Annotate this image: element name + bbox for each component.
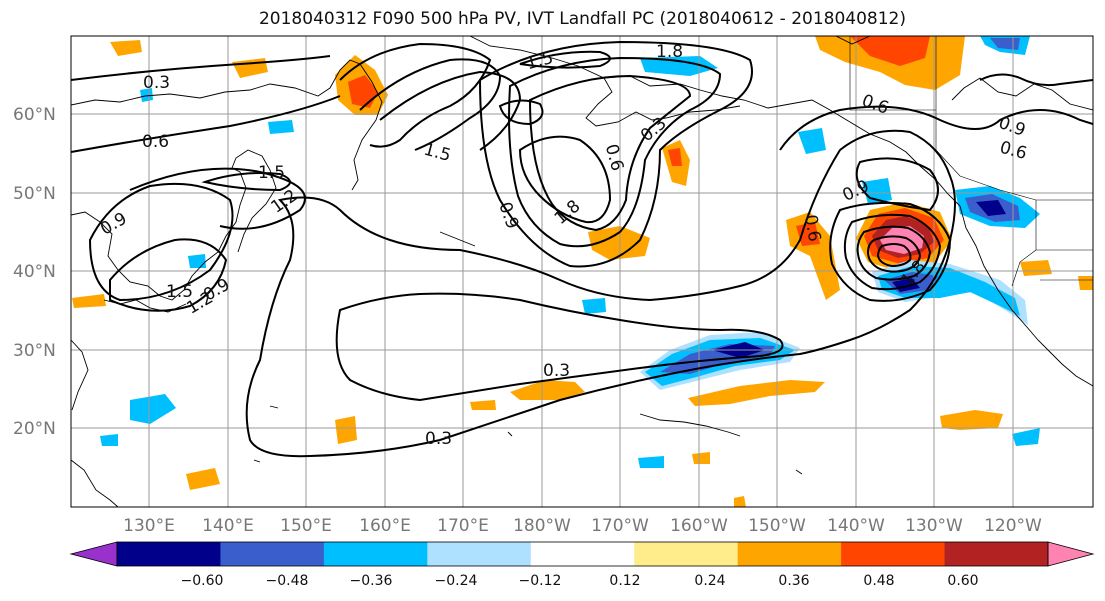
lon-label: 150°E xyxy=(280,516,332,536)
anomaly-positive xyxy=(880,226,924,254)
contour-label: 0.3 xyxy=(143,73,170,93)
colorbar-cell xyxy=(737,542,842,566)
anomaly-positive xyxy=(510,380,585,400)
anomaly-negative xyxy=(638,456,664,468)
colorbar-ticks: −0.60 −0.48 −0.36 −0.24 −0.12 0.12 0.24 … xyxy=(181,573,979,589)
anomaly-positive xyxy=(668,148,682,166)
colorbar-cells xyxy=(117,542,1049,566)
latitude-labels: 60°N 50°N 40°N 30°N 20°N xyxy=(13,105,56,439)
anomaly-negative xyxy=(798,128,826,154)
longitude-labels: 130°E 140°E 150°E 160°E 170°E 180°W 170°… xyxy=(123,516,1042,536)
lon-label: 130°W xyxy=(905,516,963,536)
lon-label: 180°W xyxy=(513,516,571,536)
anomaly-positive xyxy=(588,226,650,260)
anomaly-negative xyxy=(130,394,176,424)
contour-label: 0.3 xyxy=(543,361,570,381)
colorbar-tick: −0.36 xyxy=(350,573,393,589)
anomaly-positive xyxy=(796,222,820,246)
colorbar-cell xyxy=(634,542,739,566)
lat-label: 40°N xyxy=(13,262,56,282)
anomaly-positive xyxy=(186,468,220,490)
anomaly-positive xyxy=(1020,260,1052,276)
lon-label: 160°E xyxy=(359,516,411,536)
anomaly-positive xyxy=(940,410,1003,430)
colorbar: −0.60 −0.48 −0.36 −0.24 −0.12 0.12 0.24 … xyxy=(69,541,1095,589)
anomaly-positive xyxy=(470,400,496,410)
colorbar-frame xyxy=(116,541,1049,567)
lat-label: 60°N xyxy=(13,105,56,125)
anomaly-positive xyxy=(734,496,746,507)
lon-label: 150°W xyxy=(748,516,806,536)
lon-label: 140°W xyxy=(827,516,885,536)
contour-label: 1.8 xyxy=(656,42,683,62)
pv-contours xyxy=(71,40,1093,458)
colorbar-cell xyxy=(323,542,428,566)
graticule xyxy=(71,36,1093,507)
colorbar-cell xyxy=(841,542,946,566)
lon-label: 120°W xyxy=(984,516,1042,536)
shaded-anomalies xyxy=(72,36,1093,507)
contour-label: 1.5 xyxy=(258,163,285,183)
colorbar-tick: 0.60 xyxy=(947,573,978,589)
anomaly-positive xyxy=(110,40,142,56)
colorbar-tick: 0.36 xyxy=(778,573,809,589)
figure-title: 2018040312 F090 500 hPa PV, IVT Landfall… xyxy=(258,9,906,29)
lat-label: 50°N xyxy=(13,184,56,204)
lon-label: 140°E xyxy=(202,516,254,536)
lon-label: 160°W xyxy=(670,516,728,536)
map-panel: 0.3 0.6 0.9 1.2 1.5 1.8 0.3 0.3 1.5 1.8 … xyxy=(71,36,1093,507)
anomaly-negative xyxy=(100,434,118,446)
coastlines xyxy=(71,36,1093,507)
colorbar-cell xyxy=(220,542,325,566)
anomaly-positive xyxy=(72,294,106,308)
anomaly-negative xyxy=(268,120,294,134)
lon-label: 130°E xyxy=(123,516,175,536)
colorbar-tick: −0.48 xyxy=(266,573,309,589)
contour-label: 0.3 xyxy=(425,429,452,449)
colorbar-cell xyxy=(530,542,635,566)
anomaly-positive xyxy=(850,36,930,66)
lat-label: 20°N xyxy=(13,419,56,439)
lon-label: 170°E xyxy=(437,516,489,536)
colorbar-extend-min xyxy=(69,541,118,567)
contour-label: 0.6 xyxy=(800,213,824,243)
contour-label: 0.6 xyxy=(142,132,169,152)
colorbar-cell xyxy=(944,542,1049,566)
anomaly-positive xyxy=(692,452,710,464)
anomaly-negative xyxy=(1012,428,1040,446)
borders xyxy=(849,36,1093,287)
colorbar-cell xyxy=(117,542,221,566)
colorbar-tick: −0.24 xyxy=(435,573,478,589)
anomaly-negative xyxy=(976,200,1006,216)
map-frame xyxy=(70,35,1094,508)
anomaly-positive xyxy=(815,36,965,90)
anomaly-negative xyxy=(140,88,153,102)
colorbar-cell xyxy=(427,542,532,566)
colorbar-tick: 0.12 xyxy=(609,573,640,589)
anomaly-positive xyxy=(688,380,825,406)
colorbar-tick: 0.24 xyxy=(694,573,725,589)
anomaly-negative xyxy=(188,254,206,268)
colorbar-tick: −0.60 xyxy=(181,573,224,589)
colorbar-tick: 0.48 xyxy=(863,573,894,589)
anomaly-positive xyxy=(335,416,357,444)
contour-label: 1.5 xyxy=(166,282,193,302)
lat-label: 30°N xyxy=(13,341,56,361)
anomaly-negative xyxy=(582,298,606,314)
colorbar-extend-max xyxy=(1047,541,1095,567)
lon-label: 170°W xyxy=(591,516,649,536)
anomaly-positive xyxy=(1078,276,1093,290)
colorbar-tick: −0.12 xyxy=(519,573,562,589)
